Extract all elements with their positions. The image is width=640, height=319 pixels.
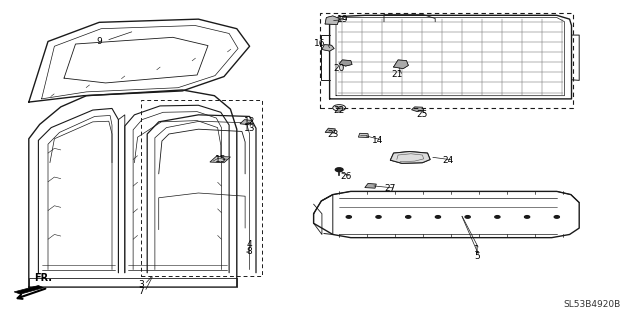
Text: 24: 24 — [442, 156, 454, 165]
Bar — [141, 100, 262, 276]
Circle shape — [335, 106, 343, 110]
Text: FR.: FR. — [35, 273, 52, 283]
Circle shape — [376, 216, 381, 218]
Text: 22: 22 — [333, 106, 345, 115]
Bar — [320, 13, 573, 108]
Circle shape — [346, 216, 351, 218]
Text: 16: 16 — [314, 39, 326, 48]
Polygon shape — [14, 286, 44, 294]
Polygon shape — [339, 60, 352, 66]
Circle shape — [525, 216, 530, 218]
Text: 15: 15 — [215, 155, 227, 164]
Circle shape — [554, 216, 559, 218]
Text: 4: 4 — [247, 240, 252, 249]
Polygon shape — [240, 120, 253, 125]
Polygon shape — [365, 183, 376, 188]
Polygon shape — [325, 128, 335, 133]
Polygon shape — [210, 156, 230, 163]
Text: 13: 13 — [244, 124, 255, 133]
Text: 5: 5 — [474, 252, 479, 261]
Text: 7: 7 — [138, 287, 143, 296]
Polygon shape — [325, 16, 339, 25]
Polygon shape — [358, 133, 369, 137]
Text: 26: 26 — [340, 172, 351, 181]
Text: 23: 23 — [327, 130, 339, 139]
Text: 19: 19 — [337, 15, 348, 24]
Text: SL53B4920B: SL53B4920B — [564, 300, 621, 309]
Circle shape — [406, 216, 411, 218]
Text: 9: 9 — [97, 37, 102, 46]
Text: 12: 12 — [244, 117, 255, 126]
Text: 25: 25 — [417, 110, 428, 119]
Circle shape — [435, 216, 440, 218]
Circle shape — [465, 216, 470, 218]
Circle shape — [495, 216, 500, 218]
Text: 14: 14 — [372, 136, 383, 145]
Polygon shape — [390, 152, 430, 163]
Text: 1: 1 — [474, 245, 479, 254]
Text: 8: 8 — [247, 247, 252, 256]
Text: 3: 3 — [138, 280, 143, 289]
Text: 27: 27 — [385, 184, 396, 193]
Polygon shape — [322, 45, 334, 51]
Polygon shape — [394, 60, 408, 69]
Text: 21: 21 — [391, 70, 403, 79]
Polygon shape — [412, 107, 424, 112]
Text: 20: 20 — [333, 64, 345, 73]
Circle shape — [335, 168, 343, 172]
